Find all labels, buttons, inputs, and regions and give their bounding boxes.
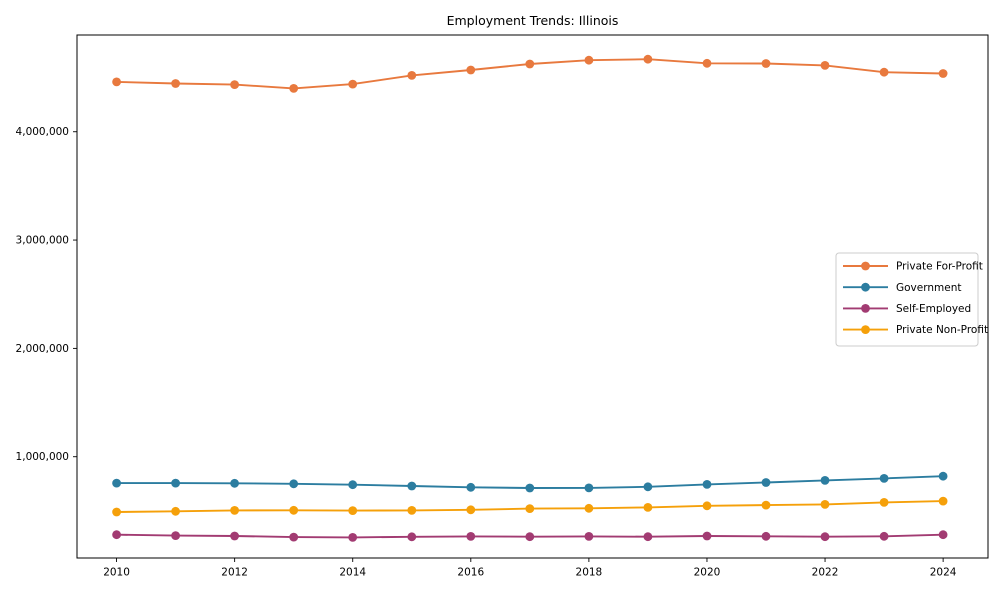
data-point-private-for-profit	[938, 69, 948, 78]
y-axis-tick-label: 1,000,000	[16, 451, 69, 463]
x-axis-tick-label: 2014	[339, 567, 366, 579]
legend-item-self-employed: Self-Employed	[843, 303, 971, 315]
legend-item-private-non-profit: Private Non-Profit	[843, 324, 988, 336]
legend-label: Private Non-Profit	[896, 324, 988, 336]
x-axis-tick-label: 2016	[457, 567, 484, 579]
data-point-private-for-profit	[407, 71, 417, 80]
data-point-self-employed	[938, 530, 948, 540]
data-point-private-for-profit	[466, 65, 476, 75]
x-axis-tick-label: 2022	[812, 567, 839, 579]
data-point-self-employed	[584, 532, 594, 541]
data-point-government	[879, 474, 889, 483]
legend-marker	[861, 304, 870, 313]
data-point-self-employed	[466, 532, 476, 541]
data-point-private-for-profit	[230, 80, 240, 89]
data-point-private-for-profit	[702, 58, 712, 68]
data-point-government	[761, 478, 771, 487]
data-point-self-employed	[230, 531, 240, 541]
legend-label: Government	[896, 282, 961, 294]
data-point-private-non-profit	[171, 506, 181, 516]
data-point-self-employed	[525, 532, 535, 542]
legend-label: Self-Employed	[896, 303, 971, 315]
data-point-private-non-profit	[112, 507, 121, 517]
data-point-government	[643, 482, 653, 492]
data-point-private-non-profit	[466, 505, 476, 515]
data-point-private-non-profit	[702, 501, 712, 511]
data-point-self-employed	[702, 531, 712, 541]
data-point-private-non-profit	[820, 500, 830, 509]
data-point-private-non-profit	[938, 496, 948, 506]
data-point-government	[938, 471, 948, 481]
data-point-self-employed	[407, 532, 417, 542]
data-point-government	[525, 483, 535, 493]
legend-box	[835, 252, 979, 347]
x-axis-tick-label: 2018	[576, 567, 603, 579]
data-point-government	[407, 481, 417, 491]
data-point-private-for-profit	[761, 59, 771, 68]
data-point-government	[584, 483, 594, 493]
data-point-private-non-profit	[584, 503, 594, 513]
data-point-private-non-profit	[289, 505, 299, 515]
data-point-self-employed	[879, 531, 889, 541]
data-point-private-for-profit	[879, 67, 889, 77]
data-point-self-employed	[820, 532, 830, 542]
data-point-self-employed	[112, 530, 121, 540]
data-point-government	[230, 478, 240, 488]
data-point-private-for-profit	[584, 55, 594, 65]
y-axis-tick-label: 3,000,000	[16, 235, 69, 247]
data-point-private-for-profit	[348, 79, 358, 89]
plot-border	[76, 34, 989, 559]
data-point-self-employed	[171, 531, 181, 540]
data-point-self-employed	[348, 533, 358, 542]
x-axis-tick-label: 2024	[930, 567, 957, 579]
data-point-private-for-profit	[525, 59, 535, 69]
legend-item-government: Government	[843, 282, 961, 294]
legend-item-private-for-profit: Private For-Profit	[843, 261, 983, 273]
x-axis-tick-label: 2010	[103, 567, 130, 579]
data-point-private-non-profit	[643, 503, 653, 512]
x-axis-tick-label: 2020	[694, 567, 721, 579]
y-axis-tick-label: 4,000,000	[16, 126, 69, 138]
data-point-government	[820, 476, 830, 485]
data-point-self-employed	[761, 531, 771, 541]
data-point-government	[348, 480, 358, 490]
data-point-private-non-profit	[525, 504, 535, 513]
data-point-private-non-profit	[407, 506, 417, 515]
data-point-government	[171, 478, 181, 488]
legend-marker	[861, 261, 870, 271]
y-axis-tick-label: 2,000,000	[16, 343, 69, 355]
data-point-self-employed	[289, 532, 299, 542]
data-point-private-for-profit	[820, 61, 830, 70]
data-point-private-non-profit	[348, 506, 358, 515]
legend-marker	[861, 282, 870, 292]
legend: Private For-Profit Government Self-Employe…	[835, 252, 988, 347]
data-point-private-for-profit	[171, 79, 181, 88]
data-point-private-non-profit	[879, 498, 889, 507]
data-point-government	[112, 478, 121, 488]
data-point-private-for-profit	[643, 54, 653, 64]
data-point-government	[702, 480, 712, 489]
data-point-private-non-profit	[761, 500, 771, 510]
x-axis-tick-label: 2012	[221, 567, 248, 579]
data-point-private-for-profit	[112, 77, 121, 87]
data-point-self-employed	[643, 532, 653, 542]
data-point-government	[466, 482, 476, 492]
data-point-private-for-profit	[289, 84, 299, 93]
data-point-private-non-profit	[230, 506, 240, 515]
legend-label: Private For-Profit	[896, 261, 983, 273]
chart-title: Employment Trends: Illinois	[446, 13, 619, 28]
legend-marker	[861, 325, 870, 334]
data-point-government	[289, 479, 299, 489]
